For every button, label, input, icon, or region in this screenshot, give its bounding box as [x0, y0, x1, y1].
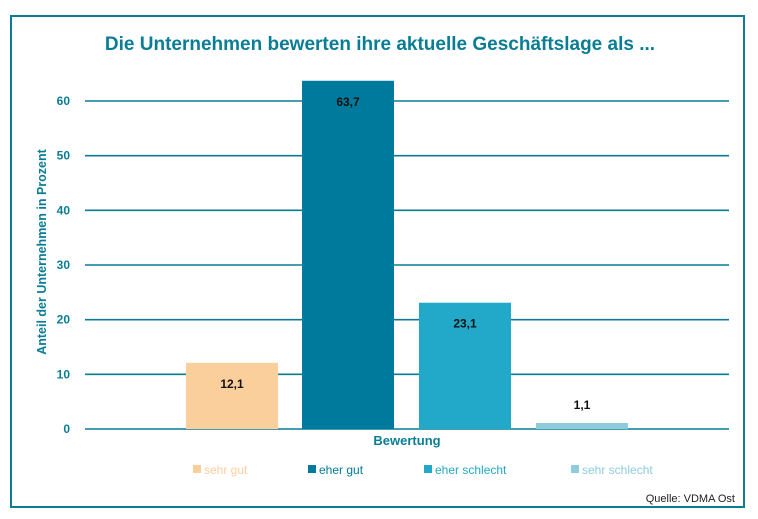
legend-label: sehr schlecht — [582, 463, 653, 477]
chart-frame — [10, 15, 745, 508]
bar-sehr-gut — [186, 362, 278, 429]
chart-title: Die Unternehmen bewerten ihre aktuelle G… — [105, 34, 655, 55]
source-note: Quelle: VDMA Ost — [646, 493, 735, 505]
legend-label: eher schlecht — [435, 463, 507, 477]
data-label: 63,7 — [336, 95, 360, 109]
data-label: 1,1 — [574, 398, 591, 412]
bar-sehr-schlecht — [536, 422, 628, 429]
legend-swatch — [193, 465, 201, 473]
bar-eher-gut — [302, 80, 394, 430]
legend-swatch — [424, 465, 432, 473]
data-label: 23,1 — [453, 317, 477, 331]
y-axis-label: Anteil der Unternehmen in Prozent — [35, 148, 49, 354]
y-tick-label: 0 — [63, 422, 70, 436]
x-axis-label: Bewertung — [373, 433, 440, 448]
legend-swatch — [571, 465, 579, 473]
data-label: 12,1 — [220, 377, 244, 391]
y-tick-label: 20 — [57, 313, 71, 327]
y-tick-label: 10 — [57, 367, 71, 381]
y-tick-label: 30 — [57, 258, 71, 272]
y-tick-label: 50 — [57, 149, 71, 163]
legend-swatch — [308, 465, 316, 473]
y-tick-label: 40 — [57, 203, 71, 217]
bar-eher-schlecht — [419, 302, 511, 429]
legend-label: sehr gut — [204, 463, 248, 477]
y-tick-label: 60 — [57, 94, 71, 108]
legend-label: eher gut — [319, 463, 364, 477]
